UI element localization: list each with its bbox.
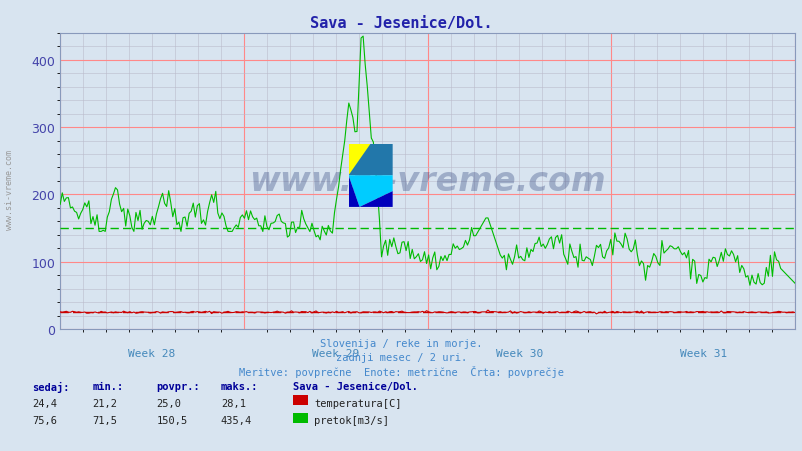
Text: 75,6: 75,6 [32,415,57,425]
Text: pretok[m3/s]: pretok[m3/s] [314,415,388,425]
Text: zadnji mesec / 2 uri.: zadnji mesec / 2 uri. [335,352,467,362]
Text: Week 29: Week 29 [312,349,359,359]
Text: Week 31: Week 31 [678,349,726,359]
Text: 71,5: 71,5 [92,415,117,425]
Polygon shape [348,144,371,176]
Text: maks.:: maks.: [221,381,258,391]
Text: www.si-vreme.com: www.si-vreme.com [249,165,606,198]
Polygon shape [348,144,392,176]
Text: 435,4: 435,4 [221,415,252,425]
Text: 21,2: 21,2 [92,398,117,408]
Text: min.:: min.: [92,381,124,391]
Text: Sava - Jesenice/Dol.: Sava - Jesenice/Dol. [310,16,492,31]
Text: temperatura[C]: temperatura[C] [314,398,401,408]
Text: 150,5: 150,5 [156,415,188,425]
Polygon shape [348,176,359,207]
Text: Week 30: Week 30 [495,349,542,359]
Polygon shape [348,176,392,207]
Text: 24,4: 24,4 [32,398,57,408]
Text: Sava - Jesenice/Dol.: Sava - Jesenice/Dol. [293,381,418,391]
Text: www.si-vreme.com: www.si-vreme.com [5,150,14,229]
Text: 25,0: 25,0 [156,398,181,408]
Text: Meritve: povprečne  Enote: metrične  Črta: povprečje: Meritve: povprečne Enote: metrične Črta:… [239,365,563,377]
Text: sedaj:: sedaj: [32,381,70,392]
Polygon shape [359,192,392,207]
Text: 28,1: 28,1 [221,398,245,408]
Text: povpr.:: povpr.: [156,381,200,391]
Text: Slovenija / reke in morje.: Slovenija / reke in morje. [320,338,482,348]
Text: Week 28: Week 28 [128,349,176,359]
